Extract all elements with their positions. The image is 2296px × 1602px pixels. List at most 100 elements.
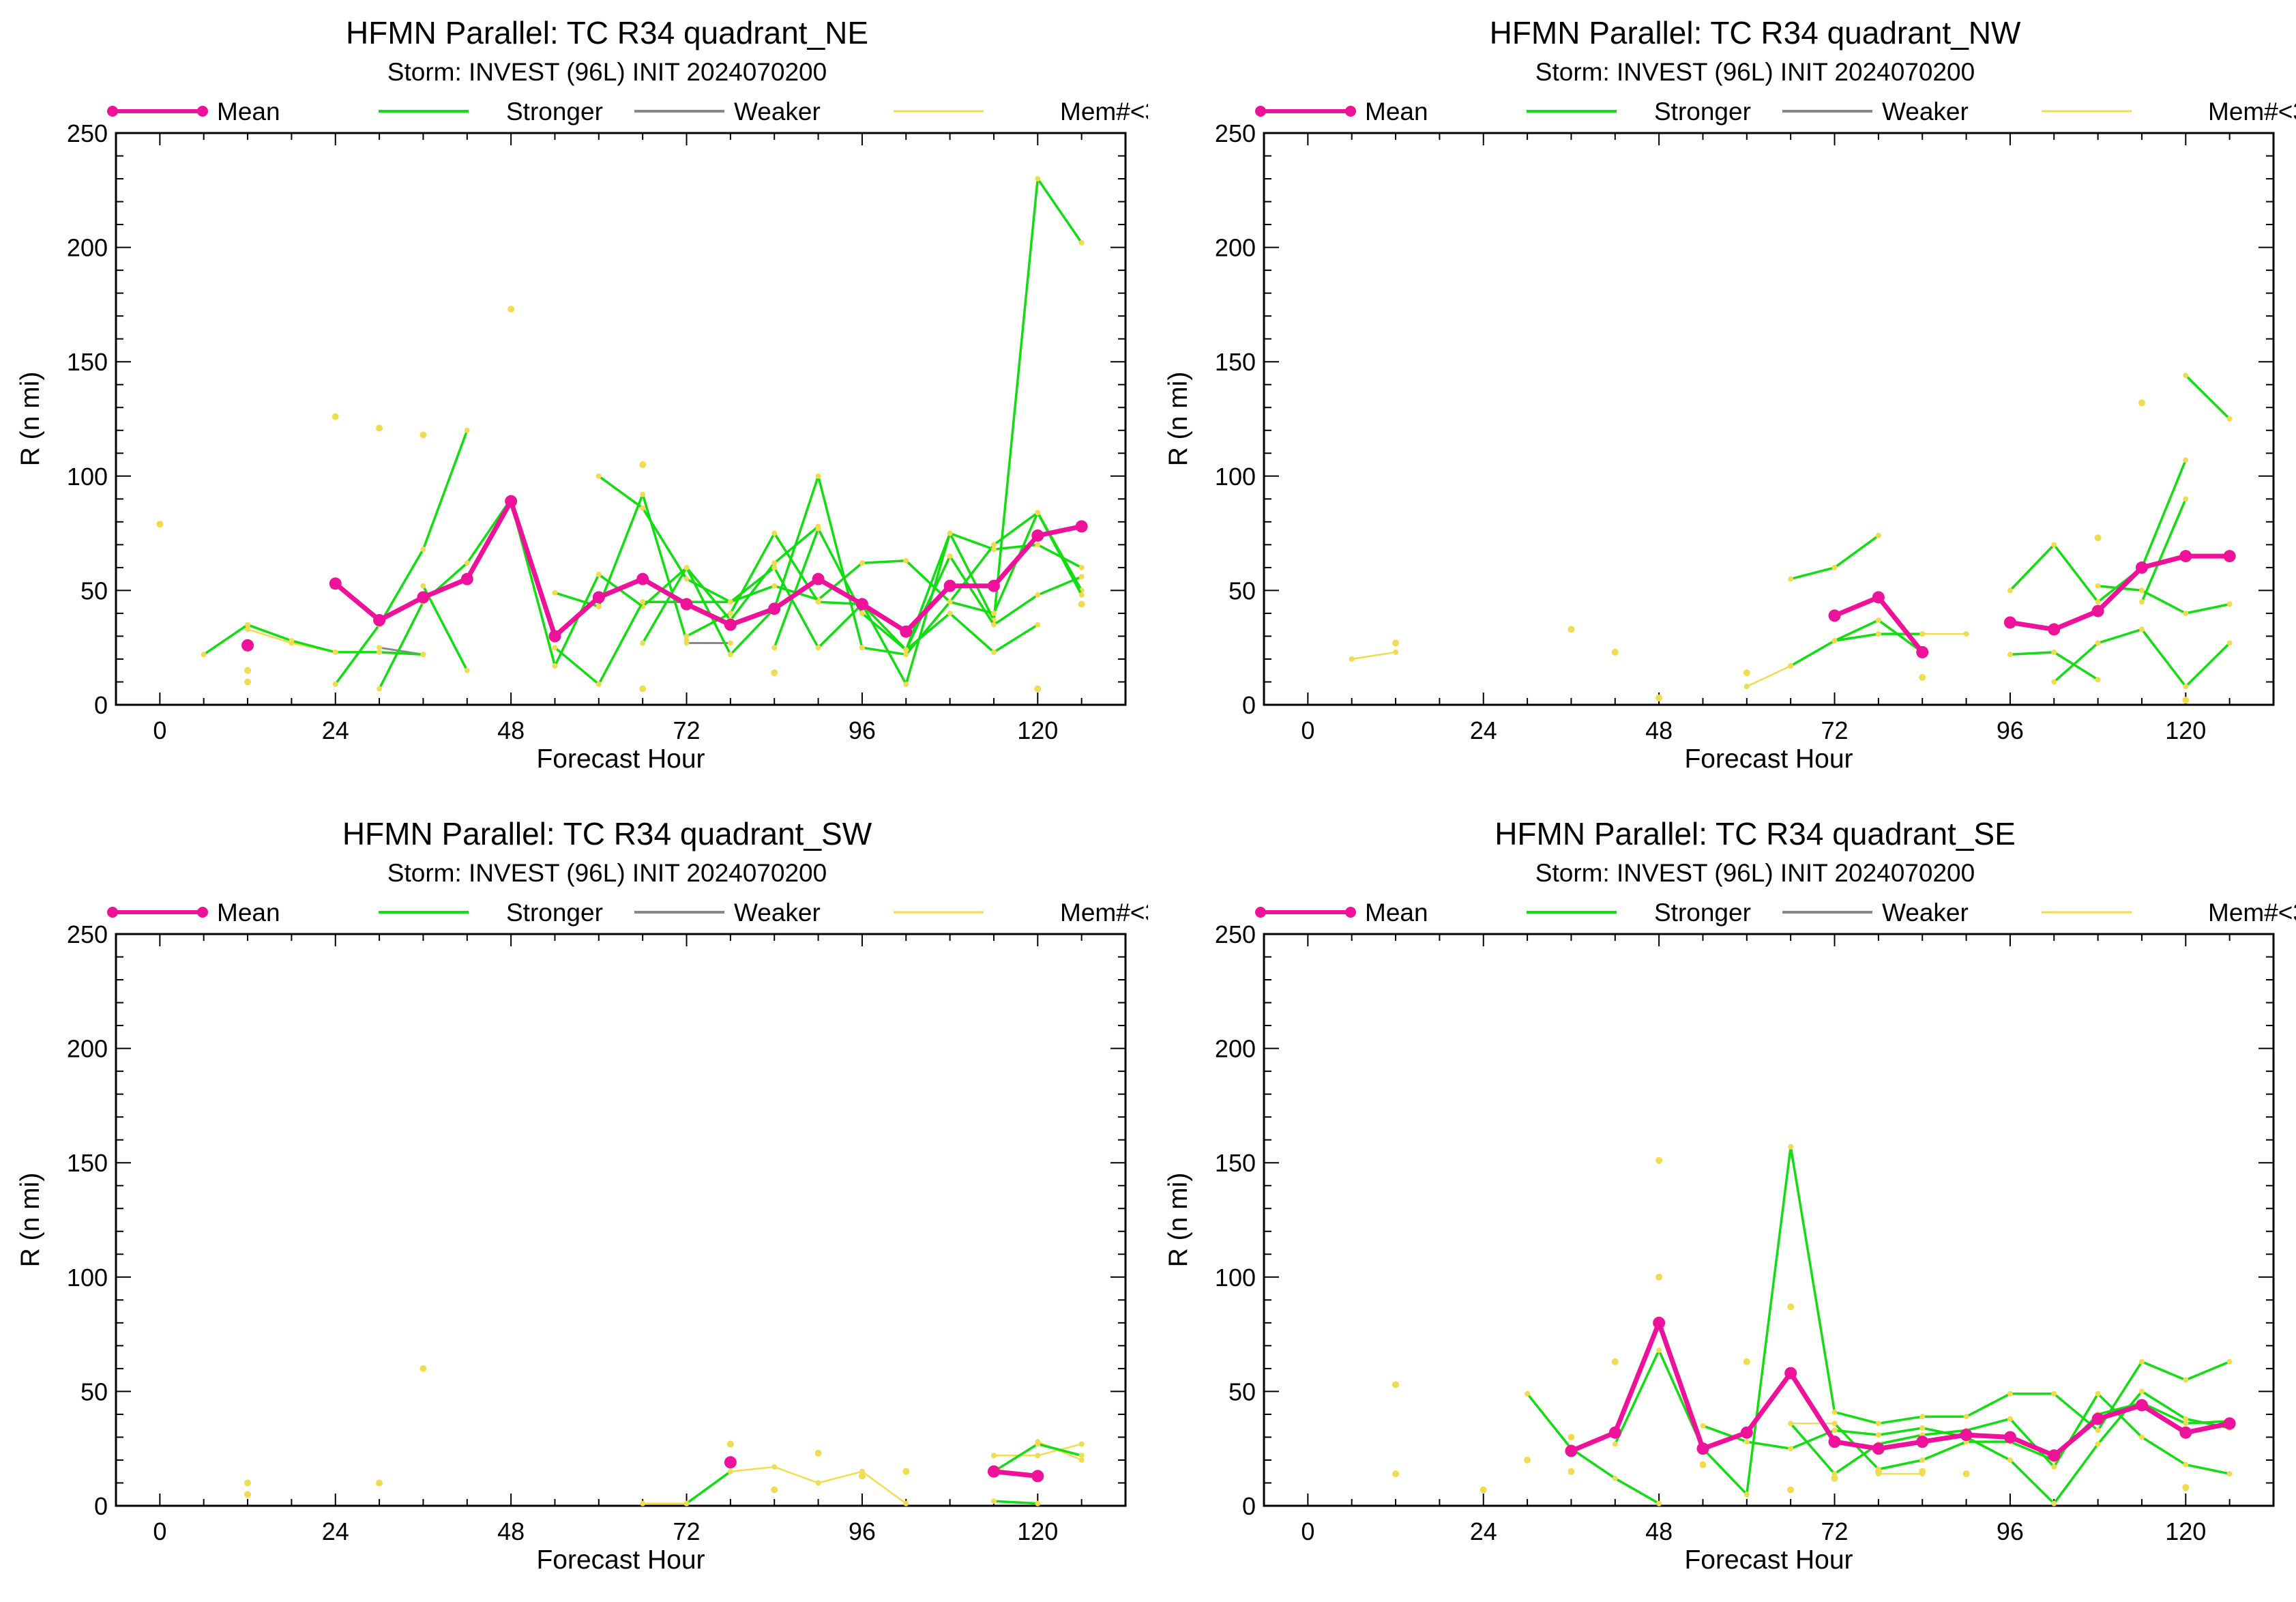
stronger-point [771, 645, 778, 651]
stronger-point [2226, 1471, 2233, 1477]
mean-point [417, 591, 430, 604]
mean-point [548, 630, 561, 643]
y-axis-label: R (n mi) [16, 372, 45, 467]
stronger-point [2095, 583, 2101, 589]
member-point [1743, 669, 1750, 677]
x-axis-label: Forecast Hour [536, 744, 705, 774]
x-tick-label: 120 [1017, 1517, 1058, 1545]
stronger-point [332, 681, 338, 687]
mem-point [903, 1500, 909, 1506]
stronger-line [1526, 1393, 1660, 1505]
stronger-point [1831, 1471, 1838, 1477]
stronger-point [2183, 373, 2189, 379]
stronger-point [990, 547, 997, 553]
legend-marker [1345, 907, 1356, 918]
legend-label-0: Mean [1365, 899, 1428, 927]
stronger-line [334, 430, 469, 685]
x-tick-label: 0 [1301, 1517, 1314, 1545]
stronger-point [1525, 1390, 1531, 1397]
stronger-point [464, 427, 470, 433]
x-tick-label: 96 [1997, 1517, 2024, 1545]
stronger-point [2183, 684, 2189, 690]
mean-point [505, 495, 518, 508]
mean-point [636, 572, 649, 585]
x-axis-label: Forecast Hour [1684, 744, 1853, 774]
stronger-point [815, 473, 821, 479]
mean-point [1565, 1444, 1578, 1457]
stronger-point [990, 610, 997, 616]
x-tick-label: 24 [1470, 716, 1497, 744]
stronger-point [2051, 1390, 2057, 1397]
mean-point [987, 579, 1000, 592]
mem-point [1078, 1457, 1085, 1463]
stronger-point [420, 652, 426, 658]
member-point [858, 1472, 866, 1480]
mean-point [2223, 550, 2236, 563]
stronger-point [1788, 1421, 1794, 1427]
stronger-point [1875, 1421, 1881, 1427]
stronger-point [1831, 1409, 1838, 1415]
stronger-line [203, 623, 424, 656]
stronger-point [1743, 1491, 1750, 1498]
y-tick-label: 250 [1215, 920, 1256, 948]
stronger-point [552, 645, 558, 651]
member-point [244, 667, 252, 674]
weaker-point [727, 640, 733, 646]
stronger-line [2053, 628, 2231, 688]
stronger-point [201, 652, 207, 658]
stronger-line [2185, 375, 2231, 420]
y-axis-label: R (n mi) [1164, 1173, 1193, 1268]
stronger-point [727, 599, 733, 605]
legend-label-3: Mem#<3 [1060, 98, 1148, 126]
stronger-point [2226, 601, 2233, 607]
stronger-point [947, 599, 953, 605]
stronger-point [1078, 564, 1085, 570]
mean-point [724, 618, 737, 631]
stronger-point [2138, 1358, 2145, 1365]
x-tick-label: 96 [849, 1517, 876, 1545]
stronger-point [1919, 1425, 1926, 1431]
stronger-point [1831, 638, 1838, 644]
chart-subtitle: Storm: INVEST (96L) INIT 2024070200 [1535, 859, 1975, 887]
legend-marker [1255, 106, 1266, 117]
mean-point [1696, 1442, 1709, 1455]
stronger-point [771, 564, 778, 570]
x-tick-label: 0 [1301, 716, 1314, 744]
chart-title: HFMN Parallel: TC R34 quadrant_NE [346, 15, 868, 50]
stronger-line [598, 177, 1083, 652]
chart-svg-nw: HFMN Parallel: TC R34 quadrant_NW Storm: … [1164, 15, 2296, 774]
stronger-point [640, 491, 646, 497]
stronger-point [2226, 416, 2233, 422]
y-tick-label: 150 [1215, 348, 1256, 376]
stronger-point [464, 667, 470, 673]
stronger-point [771, 583, 778, 589]
legend-label-1: Stronger [1654, 899, 1751, 927]
stronger-point [2095, 1441, 2101, 1447]
legend-label-0: Mean [1365, 98, 1428, 126]
y-axis-label: R (n mi) [1164, 372, 1193, 467]
stronger-point [595, 571, 602, 577]
stronger-point [420, 583, 426, 589]
x-tick-label: 120 [2165, 1517, 2206, 1545]
stronger-point [1831, 1421, 1838, 1427]
stronger-point [1743, 1439, 1750, 1445]
stronger-line [686, 531, 1083, 686]
legend-label-1: Stronger [506, 899, 603, 927]
mean-point [1608, 1426, 1621, 1439]
y-tick-label: 50 [80, 1378, 108, 1406]
mean-point [1828, 609, 1841, 622]
legend-label-2: Weaker [1882, 899, 1969, 927]
legend-label-1: Stronger [1654, 98, 1751, 126]
chart-panel-sw: HFMN Parallel: TC R34 quadrant_SW Storm: … [0, 801, 1148, 1602]
member-point [1919, 673, 1926, 681]
member-point [2138, 399, 2145, 407]
legend-label-3: Mem#<3 [2208, 899, 2296, 927]
stronger-point [2095, 1390, 2101, 1397]
member-point [1831, 1474, 1838, 1482]
stronger-point [947, 610, 953, 616]
stronger-point [859, 560, 865, 566]
stronger-point [1788, 1446, 1794, 1452]
stronger-point [1831, 1427, 1838, 1433]
y-tick-label: 150 [1215, 1149, 1256, 1177]
mean-point [2048, 623, 2061, 636]
